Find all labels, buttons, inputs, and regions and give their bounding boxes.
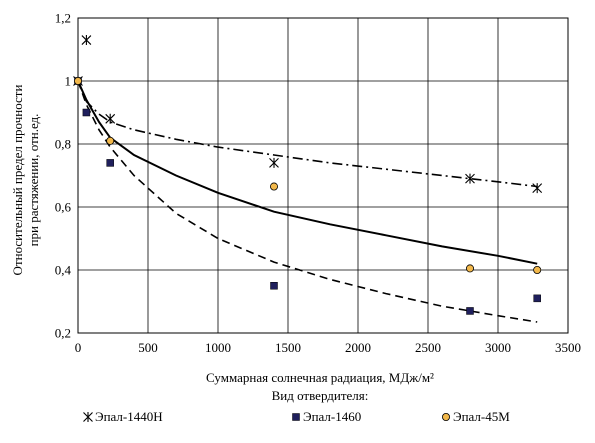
legend-marker bbox=[293, 414, 300, 421]
y-tick-label: 0,2 bbox=[55, 326, 71, 341]
y-tick-label: 1 bbox=[65, 74, 72, 89]
legend-title: Вид отвердителя: bbox=[272, 388, 369, 403]
trend-layer bbox=[78, 81, 537, 322]
data-point bbox=[83, 109, 90, 116]
x-tick-label: 500 bbox=[138, 340, 158, 355]
data-point bbox=[107, 159, 114, 166]
data-point bbox=[107, 137, 114, 144]
axis-layer: 0 500 1000 1500 2000 2500 3000 3500 0,2 0,4 0,6 0,8… bbox=[55, 11, 581, 356]
plot-frame bbox=[78, 18, 568, 333]
x-tick-label: 3500 bbox=[555, 340, 581, 355]
data-point bbox=[467, 307, 474, 314]
data-point bbox=[270, 158, 279, 168]
data-point bbox=[534, 266, 541, 273]
legend-marker bbox=[84, 412, 93, 422]
y-axis-title-line1: Относительный предел прочности bbox=[10, 85, 25, 276]
x-tick-label: 2000 bbox=[345, 340, 371, 355]
x-tick-label: 1500 bbox=[275, 340, 301, 355]
y-tick-label: 0,8 bbox=[55, 137, 71, 152]
data-point bbox=[533, 183, 542, 193]
data-point bbox=[534, 295, 541, 302]
x-tick-label: 1000 bbox=[205, 340, 231, 355]
trend-line bbox=[78, 81, 537, 264]
x-axis-title: Суммарная солнечная радиация, МДж/м² bbox=[206, 370, 434, 385]
x-tick-label: 0 bbox=[75, 340, 82, 355]
data-point bbox=[466, 265, 473, 272]
trend-line bbox=[78, 81, 537, 187]
data-point bbox=[74, 77, 81, 84]
data-point bbox=[271, 282, 278, 289]
legend-marker bbox=[442, 413, 449, 420]
y-tick-label: 0,4 bbox=[55, 263, 72, 278]
y-axis-title-line2: при растяжении, отн.ед. bbox=[26, 114, 41, 247]
legend-label: Эпал-1440Н bbox=[95, 409, 163, 424]
x-tick-label: 2500 bbox=[415, 340, 441, 355]
x-tick-label: 3000 bbox=[485, 340, 511, 355]
data-point bbox=[270, 183, 277, 190]
trend-line bbox=[78, 81, 537, 322]
grid-layer bbox=[78, 18, 568, 333]
legend-label: Эпал-45М bbox=[453, 409, 510, 424]
legend-label: Эпал-1460 bbox=[303, 409, 361, 424]
y-tick-label: 1,2 bbox=[55, 11, 71, 26]
data-point bbox=[82, 35, 91, 45]
y-tick-label: 0,6 bbox=[55, 200, 72, 215]
legend: Эпал-1440Н Эпал-1460 Эпал-45М bbox=[84, 409, 511, 424]
